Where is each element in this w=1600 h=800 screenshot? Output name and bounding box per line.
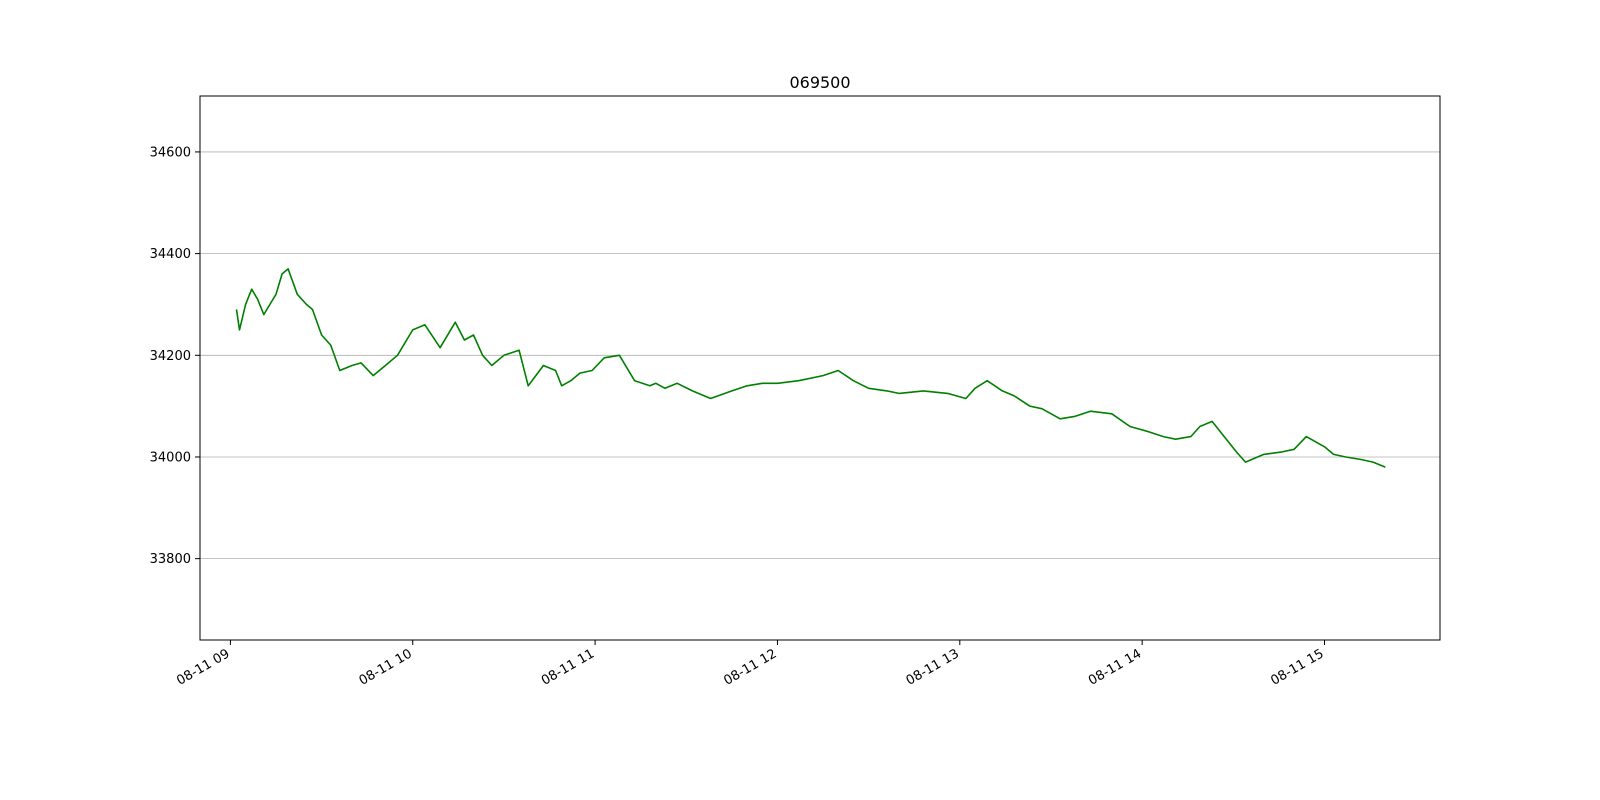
x-tick-label: 08-11 10 <box>357 646 415 688</box>
x-tick-label: 08-11 09 <box>174 646 232 688</box>
series-line <box>235 268 1386 468</box>
series-layer <box>235 268 1386 468</box>
x-tick-label: 08-11 12 <box>721 646 779 688</box>
y-tick-label: 34400 <box>150 247 191 262</box>
x-axis: 08-11 09 08-11 10 08-11 11 08-11 12 08-11 13… <box>174 640 1327 689</box>
y-tick-label: 34000 <box>150 450 191 465</box>
x-tick-label: 08-11 13 <box>904 646 962 688</box>
chart-title: 069500 <box>789 73 850 92</box>
y-tick-label: 33800 <box>150 552 191 567</box>
plot-frame <box>199 95 1441 641</box>
x-tick-label: 08-11 14 <box>1086 646 1144 688</box>
x-tick-label: 08-11 15 <box>1268 646 1326 688</box>
y-tick-label: 34600 <box>150 145 191 160</box>
grid-lines <box>200 151 1440 560</box>
y-tick-label: 34200 <box>150 349 191 364</box>
y-axis: 33800 34000 34200 34400 34600 <box>150 145 200 567</box>
x-tick-label: 08-11 11 <box>539 646 597 688</box>
